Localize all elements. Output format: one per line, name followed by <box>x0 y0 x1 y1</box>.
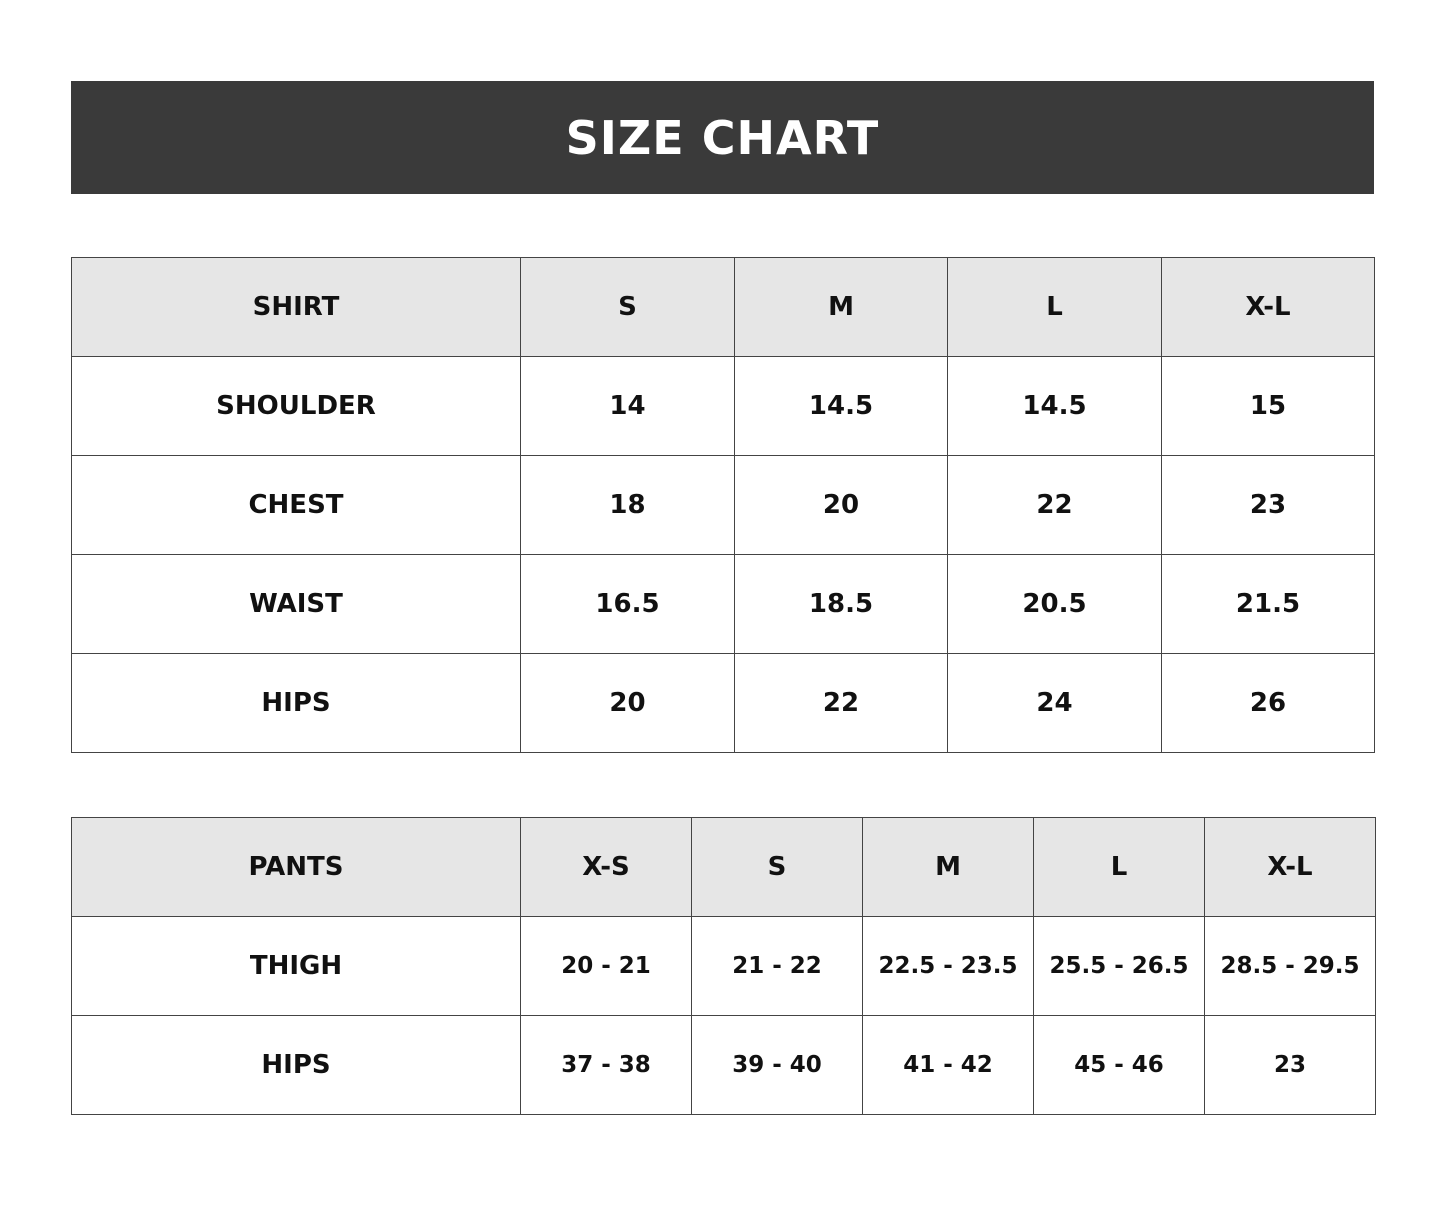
row-label: HIPS <box>71 653 521 753</box>
shirt-table-row: HIPS 20 22 24 26 <box>71 653 1375 753</box>
shirt-table-row: SHOULDER 14 14.5 14.5 15 <box>71 356 1375 456</box>
row-label: SHIRT <box>71 257 521 357</box>
table-cell: X-L <box>1204 817 1376 917</box>
row-label: THIGH <box>71 916 521 1016</box>
table-cell: 20.5 <box>947 554 1162 654</box>
table-cell: 22.5 - 23.5 <box>862 916 1034 1016</box>
table-cell: L <box>947 257 1162 357</box>
table-cell: X-L <box>1161 257 1375 357</box>
table-cell: 15 <box>1161 356 1375 456</box>
table-cell: M <box>734 257 948 357</box>
table-cell: 20 <box>734 455 948 555</box>
table-cell: 20 - 21 <box>520 916 692 1016</box>
pants-header-row: PANTS X-S S M L X-L <box>71 817 1376 917</box>
shirt-header-row: SHIRT S M L X-L <box>71 257 1375 357</box>
table-cell: 45 - 46 <box>1033 1015 1205 1115</box>
pants-table-row: HIPS 37 - 38 39 - 40 41 - 42 45 - 46 23 <box>71 1015 1376 1115</box>
pants-table-row: THIGH 20 - 21 21 - 22 22.5 - 23.5 25.5 - 26.… <box>71 916 1376 1016</box>
table-cell: 23 <box>1204 1015 1376 1115</box>
shirt-table-row: WAIST 16.5 18.5 20.5 21.5 <box>71 554 1375 654</box>
table-cell: 24 <box>947 653 1162 753</box>
row-label: PANTS <box>71 817 521 917</box>
table-cell: 22 <box>947 455 1162 555</box>
shirt-table-row: CHEST 18 20 22 23 <box>71 455 1375 555</box>
size-chart-title: SIZE CHART <box>71 81 1374 194</box>
table-cell: 14.5 <box>947 356 1162 456</box>
table-cell: X-S <box>520 817 692 917</box>
shirt-size-table: SHIRT S M L X-L SHOULDER 14 14.5 14.5 15 CHEST 18 20… <box>71 257 1375 753</box>
table-cell: 20 <box>520 653 735 753</box>
table-cell: 18.5 <box>734 554 948 654</box>
table-cell: 25.5 - 26.5 <box>1033 916 1205 1016</box>
row-label: CHEST <box>71 455 521 555</box>
table-cell: L <box>1033 817 1205 917</box>
table-cell: 26 <box>1161 653 1375 753</box>
table-cell: 39 - 40 <box>691 1015 863 1115</box>
table-cell: 23 <box>1161 455 1375 555</box>
table-cell: 22 <box>734 653 948 753</box>
table-cell: M <box>862 817 1034 917</box>
table-cell: 21 - 22 <box>691 916 863 1016</box>
table-cell: 14 <box>520 356 735 456</box>
table-cell: 14.5 <box>734 356 948 456</box>
table-cell: 21.5 <box>1161 554 1375 654</box>
table-cell: 18 <box>520 455 735 555</box>
row-label: WAIST <box>71 554 521 654</box>
row-label: SHOULDER <box>71 356 521 456</box>
table-cell: S <box>520 257 735 357</box>
table-cell: 16.5 <box>520 554 735 654</box>
table-cell: 41 - 42 <box>862 1015 1034 1115</box>
row-label: HIPS <box>71 1015 521 1115</box>
table-cell: 28.5 - 29.5 <box>1204 916 1376 1016</box>
pants-size-table: PANTS X-S S M L X-L THIGH 20 - 21 21 - 22 22.5 - … <box>71 817 1376 1115</box>
table-cell: S <box>691 817 863 917</box>
table-cell: 37 - 38 <box>520 1015 692 1115</box>
